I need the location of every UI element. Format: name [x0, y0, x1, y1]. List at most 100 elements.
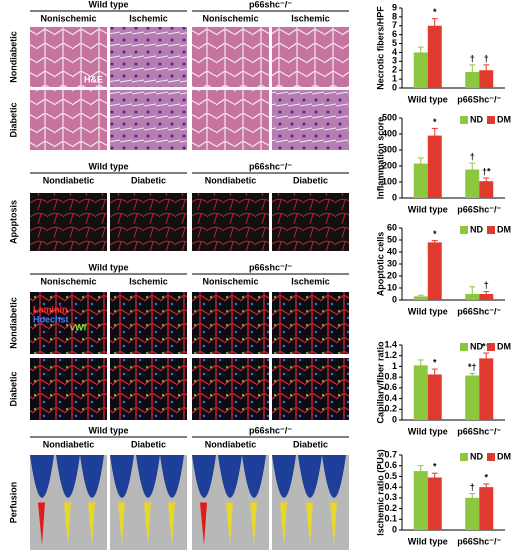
y-tick-label: 0.6	[384, 382, 397, 392]
column-label: Nondiabetic	[43, 439, 95, 449]
y-axis-title: Capillary/fiber ratio	[375, 341, 385, 424]
significance-mark: †*	[482, 166, 491, 176]
legend-swatch	[460, 226, 468, 234]
stain-label: vWf	[70, 322, 88, 332]
significance-mark: †	[470, 53, 475, 63]
x-tick-label: Wild type	[408, 94, 448, 104]
y-tick-label: 400	[382, 128, 397, 138]
bar	[479, 70, 494, 88]
bar	[465, 375, 480, 420]
row-label: Nondiabetic	[8, 31, 18, 83]
row-label: Apoptosis	[8, 200, 18, 244]
perfusion-blue	[56, 455, 80, 498]
micrograph	[30, 193, 107, 251]
y-tick-label: 1	[392, 361, 397, 371]
perfusion-blue	[322, 455, 346, 498]
column-label: Ischemic	[291, 276, 330, 286]
column-label: Ischemic	[129, 276, 168, 286]
y-tick-label: 0.2	[384, 404, 397, 414]
perfusion-blue	[80, 455, 104, 498]
legend-label: ND	[470, 451, 483, 461]
perfusion-rim	[168, 502, 175, 546]
y-tick-label: 0.7	[384, 449, 397, 459]
y-tick-label: 0.1	[384, 514, 397, 524]
x-tick-label: p66Shc⁻/⁻	[457, 204, 501, 214]
significance-mark: *†	[482, 341, 491, 351]
bar	[427, 374, 442, 420]
micrograph	[110, 193, 187, 251]
bar	[413, 296, 428, 300]
x-tick-label: Wild type	[408, 536, 448, 546]
perfusion-blue	[272, 455, 296, 498]
bar	[413, 163, 428, 198]
column-label: Nonischemic	[202, 276, 258, 286]
y-tick-label: 5	[392, 38, 397, 48]
column-label: Ischemic	[129, 13, 168, 23]
group-header: Wild type	[89, 425, 129, 435]
column-label: Nondiabetic	[205, 439, 257, 449]
micrograph	[30, 27, 107, 87]
legend-label: ND	[470, 224, 483, 234]
legend-label: DM	[497, 114, 511, 124]
y-tick-label: 1.4	[384, 339, 397, 349]
micrograph	[272, 90, 349, 150]
perfusion-rim	[330, 502, 337, 546]
y-tick-label: 300	[382, 144, 397, 154]
x-tick-label: p66Shc⁻/⁻	[457, 306, 501, 316]
y-tick-label: 50	[387, 234, 397, 244]
y-tick-label: 4	[392, 47, 397, 57]
micrograph	[272, 292, 349, 354]
significance-mark: †	[484, 53, 489, 63]
column-label: Ischemic	[291, 13, 330, 23]
perfusion-blue	[160, 455, 184, 498]
legend-swatch	[460, 343, 468, 351]
inset-label: H&E	[84, 74, 103, 84]
x-tick-label: p66Shc⁻/⁻	[457, 426, 501, 436]
significance-mark: †	[470, 482, 475, 492]
micrograph	[110, 90, 187, 150]
significance-mark: *	[433, 7, 437, 17]
bar	[427, 25, 442, 88]
y-tick-label: 500	[382, 112, 397, 122]
micrograph	[192, 27, 269, 87]
bar	[465, 169, 480, 198]
legend-label: ND	[470, 114, 483, 124]
y-tick-label: 0.6	[384, 460, 397, 470]
y-tick-label: 0	[392, 192, 397, 202]
y-axis-title: Ischemic ratio (PUs)	[375, 449, 385, 536]
legend-swatch	[487, 226, 495, 234]
group-header: p66shc⁻/⁻	[249, 161, 292, 171]
y-tick-label: 40	[387, 246, 397, 256]
bar	[479, 487, 494, 530]
perfusion-blue	[242, 455, 266, 498]
perfusion-rim	[226, 502, 233, 546]
bar	[413, 52, 428, 88]
micrograph	[192, 292, 269, 354]
y-tick-label: 7	[392, 20, 397, 30]
y-tick-label: 6	[392, 29, 397, 39]
micrograph	[30, 292, 107, 354]
bar	[427, 477, 442, 530]
legend-swatch	[487, 116, 495, 124]
image-panels: Wild type p66shc⁻/⁻ Nonischemic Ischemic Non…	[8, 0, 349, 550]
legend-swatch	[460, 453, 468, 461]
perfusion-rim	[306, 502, 313, 546]
bar	[413, 471, 428, 530]
micrograph	[110, 27, 187, 87]
perfusion-rim	[144, 502, 151, 546]
perfusion-rim	[38, 502, 45, 546]
y-tick-label: 1.2	[384, 350, 397, 360]
y-tick-label: 2	[392, 65, 397, 75]
legend-label: DM	[497, 451, 511, 461]
perfusion-rim	[280, 502, 287, 546]
legend-swatch	[487, 343, 495, 351]
perfusion-rim	[88, 502, 95, 546]
y-tick-label: 0	[392, 82, 397, 92]
micrograph	[192, 358, 269, 420]
group-header: p66shc⁻/⁻	[249, 262, 292, 272]
significance-mark: *	[484, 472, 488, 482]
y-tick-label: 9	[392, 2, 397, 12]
perfusion-blue	[192, 455, 216, 498]
column-label: Nondiabetic	[205, 175, 257, 185]
